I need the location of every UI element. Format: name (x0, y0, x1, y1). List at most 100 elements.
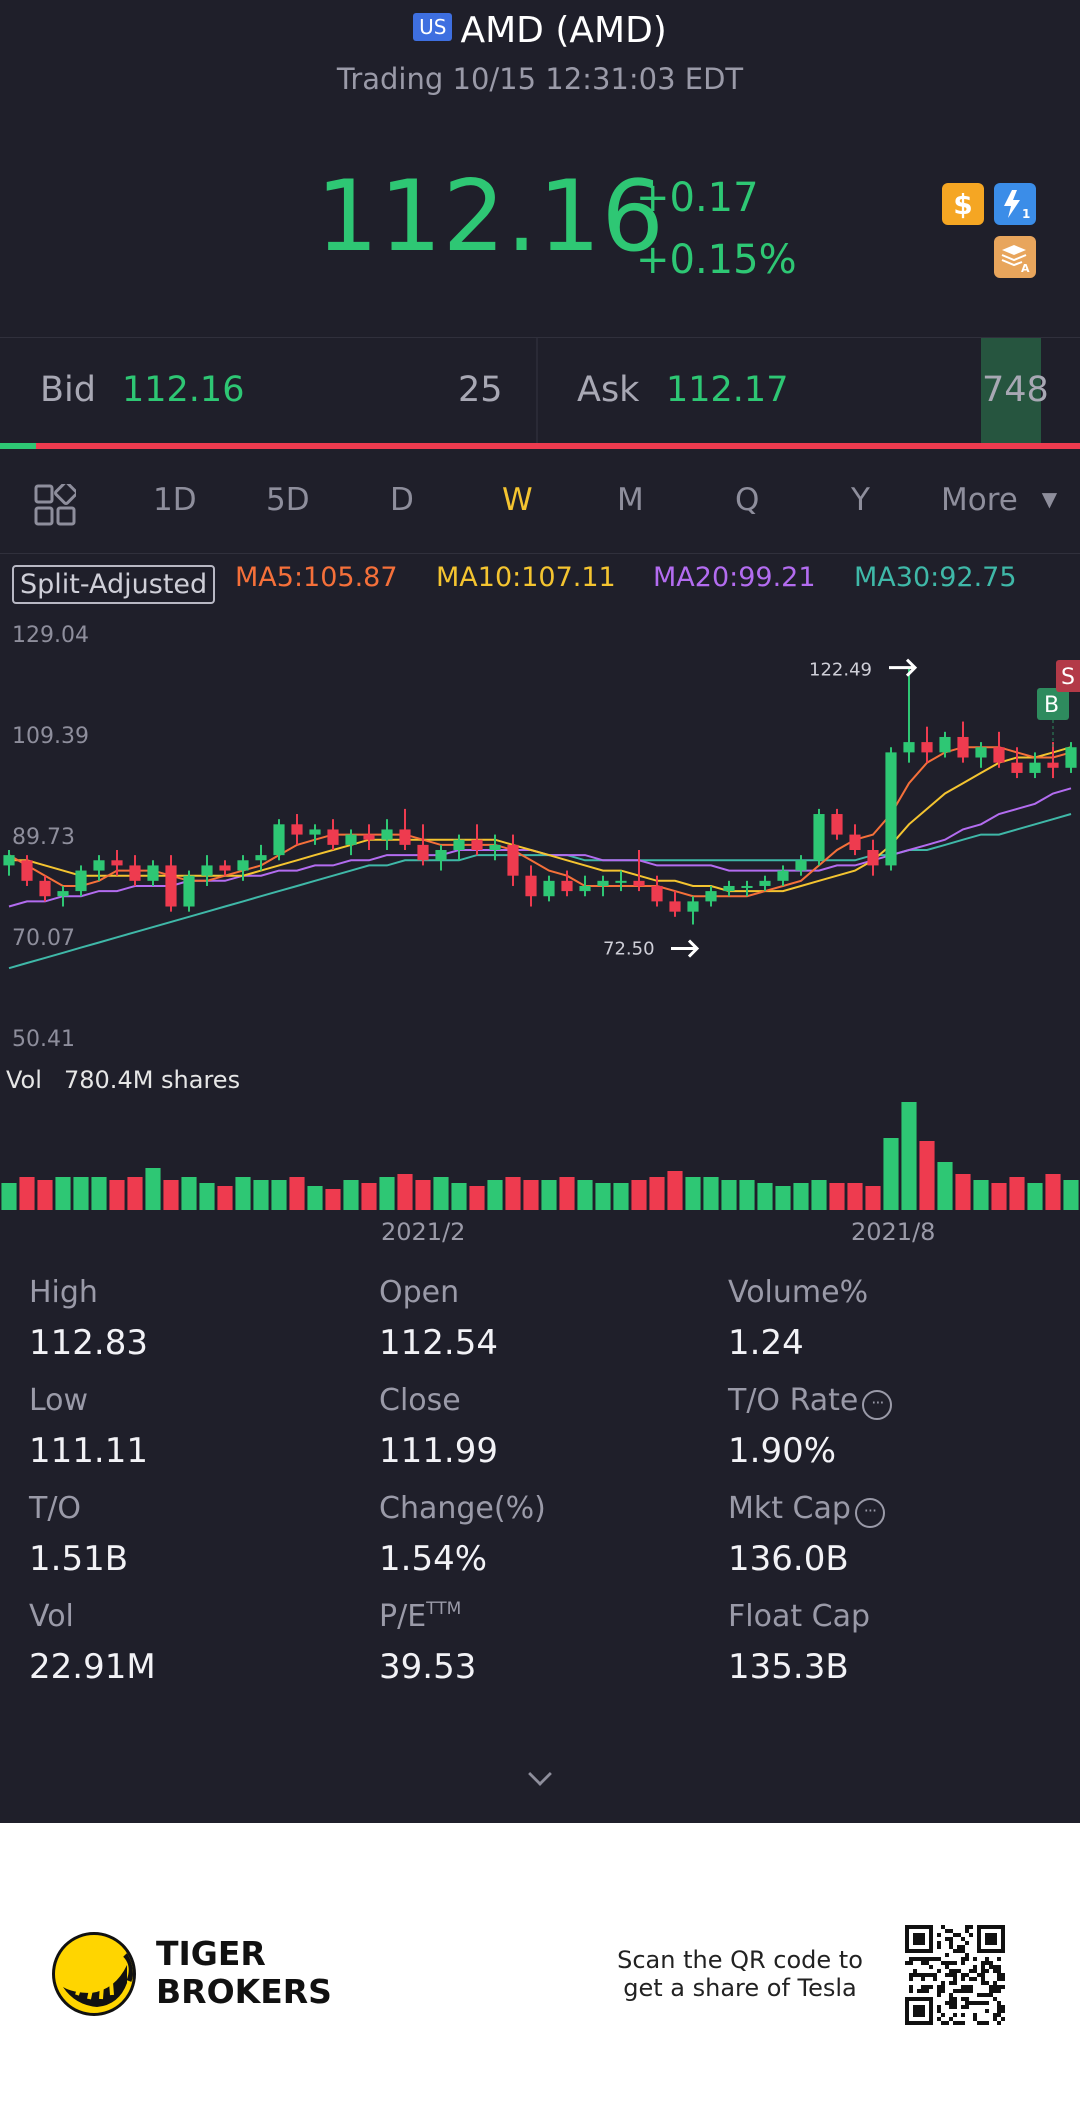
ask-qty: 748 (982, 370, 1049, 410)
qr-module (961, 1985, 965, 1989)
candle-body (777, 870, 789, 881)
buy-marker (1037, 688, 1069, 720)
volume-bar (163, 1180, 179, 1210)
candle-body (723, 885, 735, 892)
qr-module (989, 1965, 993, 1969)
candle-body (435, 850, 447, 861)
qr-module (909, 1977, 913, 1981)
qr-module (977, 2001, 981, 2005)
volume-bar (811, 1180, 827, 1210)
candlestick-chart[interactable]: 129.04 109.39 89.73 70.07 50.41 122.49 72.50 BS (0, 610, 1080, 1240)
layers-a-icon[interactable]: A (994, 236, 1036, 278)
tab-m[interactable]: M (617, 482, 644, 518)
bid-price: 112.16 (122, 370, 245, 410)
qr-module (989, 1985, 993, 1989)
bid-ask-panel: Bid 112.16 25 Ask 112.17 748 (0, 337, 1080, 446)
volume-chart[interactable] (0, 1100, 1080, 1212)
candle-body (651, 885, 663, 902)
qr-module (937, 1985, 941, 1989)
candle-body (831, 814, 843, 835)
qr-module (949, 2005, 953, 2009)
buy-marker-label: B (1044, 693, 1059, 718)
volume-bar (73, 1177, 89, 1210)
split-adjusted-toggle[interactable]: Split-Adjusted (12, 565, 216, 604)
qr-module (989, 1993, 993, 1997)
tab-more-label: More (941, 482, 1018, 518)
qr-module (909, 1989, 913, 1993)
qr-module (929, 1957, 933, 1961)
qr-module (953, 2005, 957, 2009)
bid-qty: 25 (458, 370, 503, 410)
volume-bar (37, 1180, 53, 1210)
ask-label: Ask (577, 370, 640, 410)
qr-module (985, 2009, 989, 2013)
qr-module (969, 1985, 973, 1989)
qr-module (913, 1957, 917, 1961)
tab-5d[interactable]: 5D (266, 482, 310, 518)
qr-module (977, 1993, 981, 1997)
candle-body (111, 860, 123, 866)
qr-module (925, 1961, 929, 1965)
qr-module (949, 2017, 953, 2021)
stat-label-vol: Vol (29, 1599, 74, 1634)
qr-module (921, 1989, 925, 1993)
candle-body (597, 880, 609, 886)
qr-module (981, 1969, 985, 1973)
tab-q[interactable]: Q (735, 482, 760, 518)
qr-module (985, 1957, 989, 1961)
qr-module (949, 2001, 953, 2005)
qr-module (965, 1985, 969, 1989)
candle-body (687, 901, 699, 912)
candle-body (993, 747, 1005, 763)
candle-body (525, 875, 537, 897)
tab-d[interactable]: D (390, 482, 414, 518)
dollar-icon[interactable]: $ (942, 183, 984, 225)
tab-1d[interactable]: 1D (153, 482, 197, 518)
stat-value-volume-pct: 1.24 (728, 1323, 804, 1363)
candle-body (705, 891, 717, 902)
candle-body (363, 834, 375, 840)
stat-label-to-rate: T/O Rate ··· (728, 1383, 893, 1420)
more-info-icon[interactable]: ··· (862, 1390, 893, 1420)
qr-module (909, 1957, 913, 1961)
qr-module (981, 2001, 985, 2005)
volume-bar (721, 1180, 737, 1210)
volume-bar (1, 1183, 17, 1210)
qr-module (905, 1961, 909, 1965)
qr-module (953, 2001, 957, 2005)
qr-module (961, 2005, 965, 2009)
qr-module (945, 2001, 949, 2005)
volume-value: 780.4M shares (64, 1066, 241, 1094)
qr-finder (913, 1933, 925, 1945)
more-info-icon[interactable]: ··· (854, 1498, 885, 1528)
qr-module (925, 1973, 929, 1977)
volume-bar (991, 1183, 1007, 1210)
tab-w[interactable]: W (502, 482, 533, 518)
high-marker-label: 122.49 (809, 660, 872, 681)
volume-bar (685, 1177, 701, 1210)
candle-body (75, 870, 87, 892)
lightning-level-1-icon[interactable]: 1 (994, 183, 1036, 225)
high-marker-arrow (889, 658, 918, 677)
ma10-value: MA10:107.11 (436, 562, 616, 593)
candle-body (1065, 747, 1077, 768)
tab-more[interactable]: More ▼ (941, 482, 1057, 518)
candle-body (345, 834, 357, 845)
qr-module (977, 1973, 981, 1977)
tab-y[interactable]: Y (851, 482, 870, 518)
qr-module (977, 2021, 981, 2025)
price-change-pct: +0.15% (636, 237, 797, 283)
qr-module (937, 1945, 941, 1949)
qr-module (973, 1977, 977, 1981)
promo-text-line1: Scan the QR code to (617, 1946, 863, 1974)
chart-layout-icon[interactable] (34, 481, 78, 530)
volume-bar (595, 1183, 611, 1210)
stat-label-float-cap: Float Cap (728, 1599, 871, 1634)
candle-body (183, 875, 195, 907)
ask-volume-highlight (981, 338, 1041, 446)
qr-module (921, 1977, 925, 1981)
candle-body (579, 885, 591, 892)
bid-ratio-fill (0, 443, 36, 449)
stat-label-low: Low (29, 1383, 89, 1418)
qr-module (949, 1973, 953, 1977)
